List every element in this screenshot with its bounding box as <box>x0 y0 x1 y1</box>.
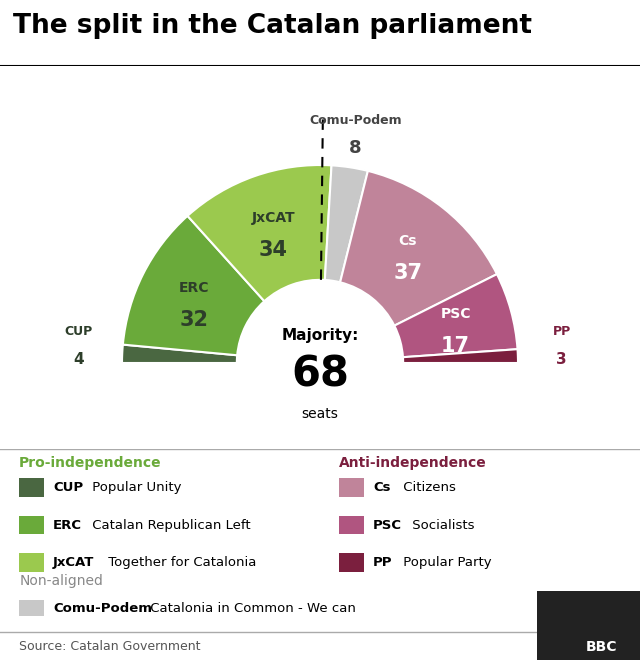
Text: ERC: ERC <box>179 281 210 295</box>
Wedge shape <box>394 274 518 357</box>
Bar <box>19 478 44 497</box>
Text: Popular Unity: Popular Unity <box>88 480 181 494</box>
Text: 17: 17 <box>441 336 470 356</box>
Wedge shape <box>122 345 237 363</box>
Text: 32: 32 <box>180 310 209 330</box>
Text: Non-aligned: Non-aligned <box>19 574 103 588</box>
Text: Comu-Podem: Comu-Podem <box>309 114 401 127</box>
Text: PP: PP <box>552 325 571 338</box>
Wedge shape <box>403 349 518 363</box>
Text: JxCAT: JxCAT <box>53 556 95 570</box>
Wedge shape <box>188 165 332 301</box>
Text: Catalonia in Common - We can: Catalonia in Common - We can <box>146 602 356 615</box>
Bar <box>339 478 364 497</box>
Text: The split in the Catalan parliament: The split in the Catalan parliament <box>13 13 532 39</box>
Text: 3: 3 <box>556 352 567 366</box>
Wedge shape <box>123 216 264 355</box>
Text: Cs: Cs <box>399 234 417 248</box>
Text: CUP: CUP <box>53 480 83 494</box>
Wedge shape <box>325 166 368 282</box>
Text: PP: PP <box>373 556 392 570</box>
Text: 68: 68 <box>291 354 349 396</box>
Text: 8: 8 <box>349 139 362 157</box>
Text: Source: Catalan Government: Source: Catalan Government <box>19 640 201 653</box>
Text: BBC: BBC <box>586 640 618 654</box>
Text: CUP: CUP <box>64 325 93 338</box>
Text: 4: 4 <box>73 352 84 366</box>
Text: Majority:: Majority: <box>282 328 358 343</box>
Text: 37: 37 <box>394 263 422 283</box>
Text: Socialists: Socialists <box>408 519 474 531</box>
Bar <box>19 553 44 572</box>
Text: Popular Party: Popular Party <box>399 556 492 570</box>
Text: Anti-independence: Anti-independence <box>339 456 487 470</box>
Text: JxCAT: JxCAT <box>252 211 295 226</box>
Text: Cs: Cs <box>373 480 390 494</box>
Text: Catalan Republican Left: Catalan Republican Left <box>88 519 250 531</box>
Wedge shape <box>340 171 497 325</box>
Text: 34: 34 <box>259 240 288 260</box>
Text: PSC: PSC <box>373 519 402 531</box>
Text: Citizens: Citizens <box>399 480 456 494</box>
Text: PSC: PSC <box>440 307 471 321</box>
Text: Comu-Podem: Comu-Podem <box>53 602 152 615</box>
Text: seats: seats <box>301 407 339 422</box>
Bar <box>339 553 364 572</box>
Text: Pro-independence: Pro-independence <box>19 456 162 470</box>
Bar <box>19 515 44 535</box>
Bar <box>19 601 44 616</box>
Text: Together for Catalonia: Together for Catalonia <box>104 556 257 570</box>
Bar <box>339 515 364 535</box>
Text: ERC: ERC <box>53 519 82 531</box>
